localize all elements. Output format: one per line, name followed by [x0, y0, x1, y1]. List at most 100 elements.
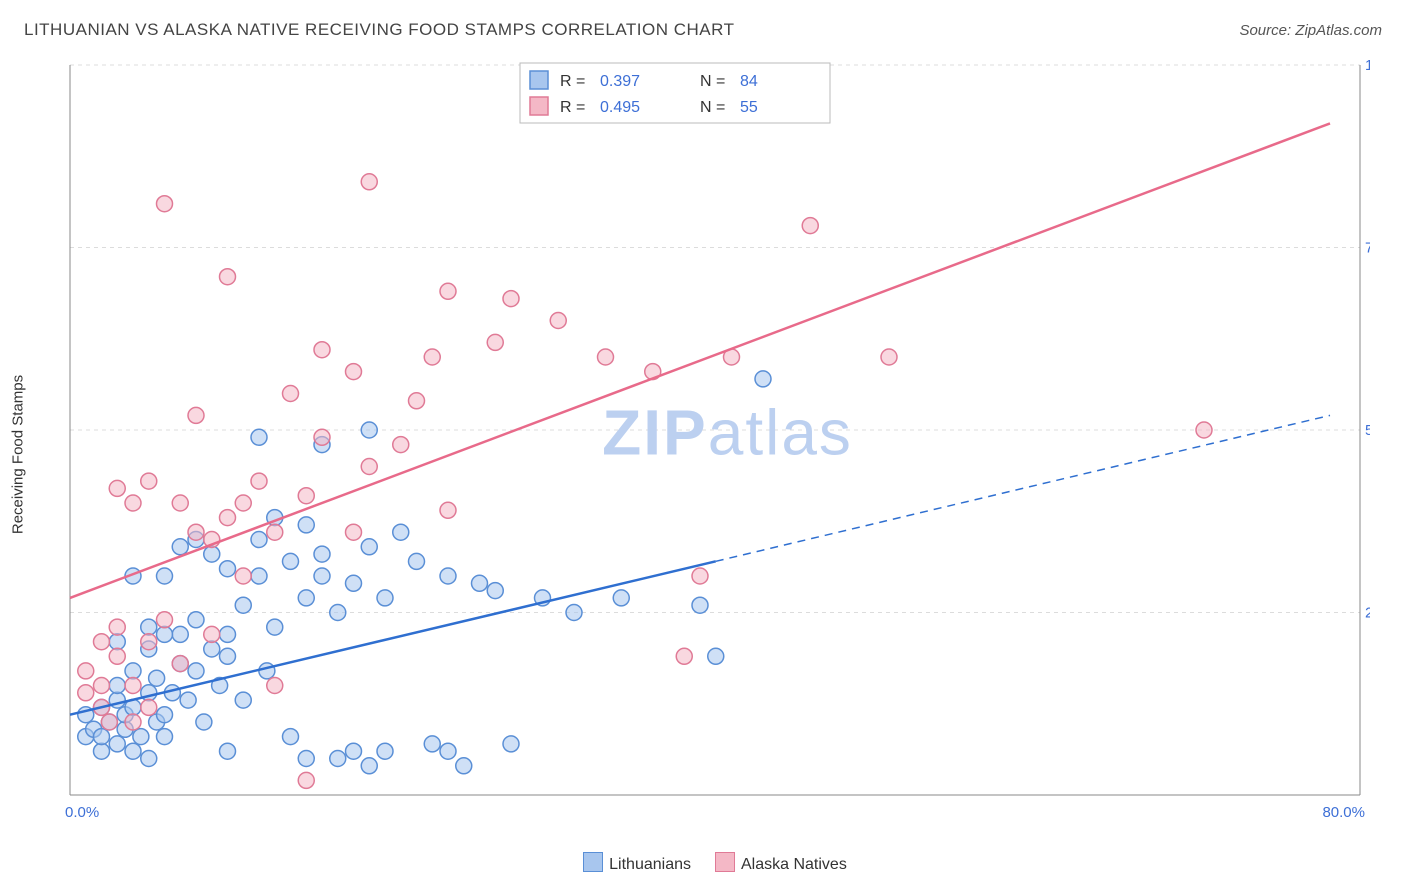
stat-n-label: N =	[700, 99, 725, 116]
chart-area: 25.0%50.0%75.0%100.0%0.0%80.0%R =0.397N …	[60, 55, 1370, 825]
x-tick-label: 80.0%	[1322, 804, 1365, 821]
scatter-point	[283, 553, 299, 569]
scatter-point	[157, 612, 173, 628]
chart-title: LITHUANIAN VS ALASKA NATIVE RECEIVING FO…	[24, 20, 735, 40]
scatter-point	[251, 429, 267, 445]
scatter-point	[125, 663, 141, 679]
legend-swatch	[530, 71, 548, 89]
scatter-point	[157, 196, 173, 212]
scatter-point	[172, 495, 188, 511]
stat-r-label: R =	[560, 73, 585, 90]
scatter-point	[487, 334, 503, 350]
scatter-point	[755, 371, 771, 387]
scatter-point	[881, 349, 897, 365]
scatter-point	[598, 349, 614, 365]
scatter-point	[424, 736, 440, 752]
scatter-point	[346, 524, 362, 540]
scatter-point	[361, 539, 377, 555]
y-tick-label: 75.0%	[1365, 240, 1370, 257]
scatter-point	[361, 758, 377, 774]
scatter-point	[346, 743, 362, 759]
scatter-point	[346, 364, 362, 380]
scatter-point	[220, 269, 236, 285]
source-attribution: Source: ZipAtlas.com	[1239, 22, 1382, 39]
legend-swatch	[530, 97, 548, 115]
stat-n-label: N =	[700, 73, 725, 90]
scatter-point	[440, 568, 456, 584]
stat-n-value: 84	[740, 73, 758, 90]
header: LITHUANIAN VS ALASKA NATIVE RECEIVING FO…	[24, 20, 1382, 40]
scatter-point	[125, 714, 141, 730]
scatter-point	[802, 218, 818, 234]
scatter-point	[298, 517, 314, 533]
scatter-point	[109, 634, 125, 650]
scatter-point	[393, 524, 409, 540]
scatter-point	[157, 568, 173, 584]
x-tick-label: 0.0%	[65, 804, 99, 821]
scatter-point	[361, 422, 377, 438]
scatter-point	[94, 743, 110, 759]
scatter-point	[393, 437, 409, 453]
legend-swatch	[715, 852, 735, 872]
scatter-point	[298, 590, 314, 606]
scatter-point	[487, 583, 503, 599]
legend-swatch	[583, 852, 603, 872]
scatter-point	[1196, 422, 1212, 438]
scatter-point	[235, 692, 251, 708]
scatter-point	[251, 473, 267, 489]
trend-line-dashed	[716, 415, 1330, 561]
scatter-point	[94, 729, 110, 745]
scatter-point	[109, 648, 125, 664]
scatter-point	[188, 407, 204, 423]
scatter-point	[377, 743, 393, 759]
scatter-point	[267, 678, 283, 694]
scatter-point	[157, 626, 173, 642]
scatter-point	[78, 663, 94, 679]
y-tick-label: 100.0%	[1365, 57, 1370, 74]
scatter-point	[109, 736, 125, 752]
scatter-point	[188, 524, 204, 540]
scatter-point	[259, 663, 275, 679]
scatter-point	[251, 568, 267, 584]
scatter-point	[708, 648, 724, 664]
scatter-point	[141, 634, 157, 650]
scatter-point	[220, 743, 236, 759]
scatter-point	[220, 626, 236, 642]
scatter-point	[180, 692, 196, 708]
scatter-point	[346, 575, 362, 591]
scatter-point	[330, 605, 346, 621]
scatter-point	[283, 729, 299, 745]
scatter-point	[377, 590, 393, 606]
scatter-point	[409, 553, 425, 569]
scatter-point	[157, 729, 173, 745]
chart-container: LITHUANIAN VS ALASKA NATIVE RECEIVING FO…	[0, 0, 1406, 892]
scatter-point	[141, 619, 157, 635]
scatter-point	[298, 751, 314, 767]
stat-r-value: 0.397	[600, 73, 640, 90]
scatter-point	[141, 473, 157, 489]
scatter-point	[109, 678, 125, 694]
scatter-point	[157, 707, 173, 723]
scatter-point	[692, 568, 708, 584]
scatter-point	[440, 502, 456, 518]
scatter-point	[141, 699, 157, 715]
scatter-point	[235, 568, 251, 584]
scatter-point	[440, 743, 456, 759]
scatter-point	[172, 656, 188, 672]
scatter-point	[566, 605, 582, 621]
scatter-point	[330, 751, 346, 767]
scatter-point	[220, 648, 236, 664]
scatter-point	[550, 313, 566, 329]
scatter-point	[424, 349, 440, 365]
y-tick-label: 50.0%	[1365, 422, 1370, 439]
scatter-point	[125, 743, 141, 759]
scatter-point	[314, 342, 330, 358]
scatter-point	[676, 648, 692, 664]
scatter-point	[456, 758, 472, 774]
scatter-point	[235, 495, 251, 511]
scatter-point	[204, 626, 220, 642]
scatter-point	[101, 714, 117, 730]
scatter-point	[94, 634, 110, 650]
scatter-point	[503, 736, 519, 752]
scatter-point	[188, 663, 204, 679]
